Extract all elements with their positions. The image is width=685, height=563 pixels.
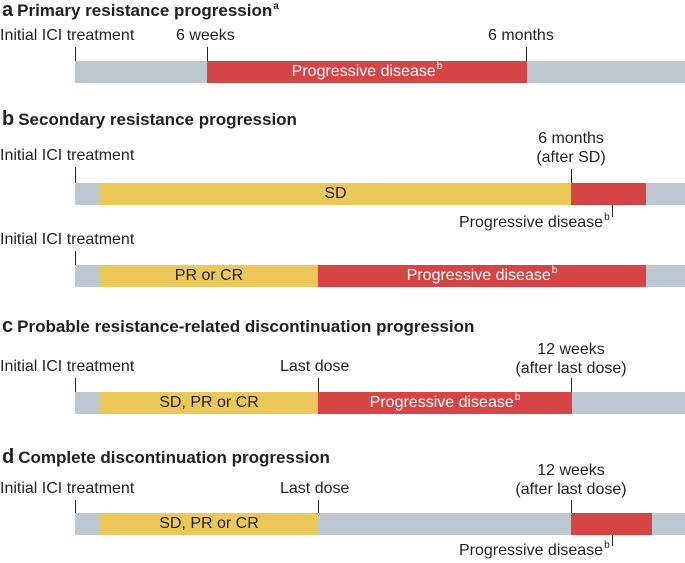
panel-a-title-text: Primary resistance progression [17, 1, 273, 20]
panel-d-12w-tick [571, 500, 572, 513]
panel-a-seg-pd-sup: b [436, 61, 443, 72]
panel-c-seg-pre [75, 392, 100, 414]
panel-b-row1-seg-pre [75, 183, 100, 205]
panel-b-row1-pd-label-text: Progressive disease [459, 214, 604, 231]
panel-b-row2-start-label: Initial ICI treatment [0, 231, 135, 248]
panel-b-row1-seg-sd: SD [100, 183, 571, 205]
panel-a-seg-post [527, 61, 685, 83]
panel-a-seg-pd-text: Progressive disease [291, 63, 436, 80]
panel-b-row1-seg-sd-text: SD [324, 185, 347, 202]
panel-b-row1-start-tick [75, 167, 76, 183]
panel-c-start-label: Initial ICI treatment [0, 358, 135, 375]
panel-c-seg-pd: Progressive diseaseb [318, 392, 572, 414]
panel-d-seg-sdprcr: SD, PR or CR [100, 513, 318, 535]
panel-d-seg-sdprcr-text: SD, PR or CR [159, 515, 259, 532]
panel-b-6m-line2: (after SD) [536, 149, 606, 166]
panel-d-pd-label-text: Progressive disease [459, 542, 604, 559]
panel-a-6m-label: 6 months [488, 27, 554, 44]
panel-d-12w-line1: 12 weeks [537, 462, 605, 479]
panel-b-row2-start-tick [75, 251, 76, 265]
panel-c-last-dose-tick [318, 378, 319, 392]
panel-c-seg-sdprcr-text: SD, PR or CR [159, 394, 259, 411]
panel-b-row2-seg-pre [75, 265, 100, 287]
panel-a-title-sup: a [273, 1, 279, 12]
panel-a-6w-tick [207, 47, 208, 61]
panel-a-letter: a [2, 0, 14, 21]
panel-d-title-text: Complete discontinuation progression [18, 448, 330, 467]
panel-b-row1-start-label: Initial ICI treatment [0, 147, 135, 164]
panel-b-letter: b [2, 108, 15, 130]
panel-d-seg-pd [571, 513, 652, 535]
panel-c-12w-line2: (after last dose) [515, 360, 627, 377]
panel-d-seg-pre [75, 513, 100, 535]
panel-d-seg-gap [318, 513, 571, 535]
panel-d-12w-line2: (after last dose) [515, 481, 627, 498]
panel-a-start-tick [75, 47, 76, 61]
panel-b-row1-pd-label-sup: b [604, 212, 610, 223]
panel-c-12w-line1: 12 weeks [537, 341, 605, 358]
panel-b-row2-seg-pd-text: Progressive disease [406, 267, 551, 284]
panel-d-seg-post [652, 513, 685, 535]
panel-b-title-text: Secondary resistance progression [18, 110, 297, 129]
panel-c-start-tick [75, 378, 76, 392]
panel-d-last-dose-label: Last dose [280, 480, 350, 497]
panel-d-pd-label: Progressive diseaseb [459, 540, 610, 560]
panel-b-row2-seg-prcr-text: PR or CR [174, 267, 244, 284]
panel-d-start-label: Initial ICI treatment [0, 480, 135, 497]
panel-b-title: b Secondary resistance progression [2, 108, 297, 131]
panel-b-row2-seg-pd-sup: b [551, 265, 558, 276]
panel-d-title: d Complete discontinuation progression [2, 446, 330, 469]
panel-b-row1-pd-label: Progressive diseaseb [459, 212, 610, 232]
panel-c-seg-post [572, 392, 685, 414]
panel-a-seg-pd: Progressive diseaseb [207, 61, 527, 83]
panel-b-row1-seg-post [646, 183, 685, 205]
panel-a-6w-label: 6 weeks [176, 27, 235, 44]
panel-c-12w-tick [571, 378, 572, 392]
panel-a-6m-tick [526, 47, 527, 61]
panel-a-start-label: Initial ICI treatment [0, 27, 135, 44]
panel-b-6m-line1: 6 months [538, 130, 604, 147]
panel-b-row2-seg-prcr: PR or CR [100, 265, 318, 287]
panel-d-start-tick [75, 500, 76, 513]
panel-b-6m-label: 6 months (after SD) [520, 129, 622, 167]
panel-b-row1-pd-tick [612, 205, 613, 217]
panel-b-6m-tick [571, 169, 572, 183]
panel-a-title: a Primary resistance progressiona [2, 0, 279, 22]
panel-b-row1-seg-pd [571, 183, 646, 205]
panel-c-last-dose-label: Last dose [280, 358, 350, 375]
panel-a-seg-pre [75, 61, 207, 83]
panel-b-row2-seg-post [646, 265, 685, 287]
panel-c-letter: c [2, 315, 14, 337]
panel-d-12w-label: 12 weeks (after last dose) [506, 461, 636, 499]
panel-c-seg-pd-text: Progressive disease [369, 394, 514, 411]
panel-c-title-text: Probable resistance-related discontinuat… [17, 317, 475, 336]
panel-d-pd-label-sup: b [604, 540, 610, 551]
panel-d-pd-tick [612, 535, 613, 546]
panel-b-row2-seg-pd: Progressive diseaseb [318, 265, 646, 287]
panel-c-title: c Probable resistance-related discontinua… [2, 315, 474, 338]
panel-c-seg-pd-sup: b [514, 392, 521, 403]
panel-c-seg-sdprcr: SD, PR or CR [100, 392, 318, 414]
panel-c-12w-label: 12 weeks (after last dose) [506, 340, 636, 378]
panel-d-last-dose-tick [318, 500, 319, 513]
panel-d-letter: d [2, 446, 15, 468]
